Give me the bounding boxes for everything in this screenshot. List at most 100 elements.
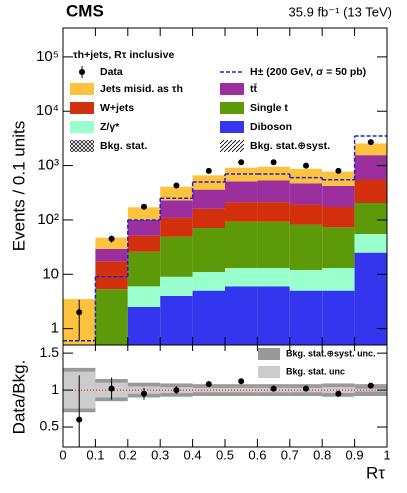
y-tick-label: 1 (51, 381, 59, 397)
data-point (367, 139, 374, 146)
ratio-point (303, 385, 309, 392)
legend-label: W+jets (100, 102, 134, 114)
legend-label: Bkg. stat. (100, 140, 147, 152)
legend-label: Bkg. stat.⊕syst. unc. (286, 348, 376, 358)
data-point (270, 159, 277, 166)
legend-label: Z/γ* (100, 121, 120, 133)
y-tick-label: 0.5 (40, 418, 60, 434)
legend-swatch (258, 366, 280, 378)
legend-label: Bkg. stat.⊕syst. (250, 140, 330, 152)
stack-segment (127, 219, 161, 236)
uncertainty-band (225, 387, 258, 393)
ratio-point (205, 381, 212, 388)
legend-label: Bkg. stat. unc (286, 366, 345, 376)
ratio-point (173, 387, 180, 394)
stack-segment (160, 295, 193, 345)
stack-segment (257, 221, 290, 269)
stack-segment (127, 235, 161, 252)
x-tick-label: 0.3 (151, 447, 169, 462)
stack-segment (95, 261, 128, 290)
stack-segment (225, 181, 258, 203)
y-tick-label: 1 (51, 320, 59, 337)
stack-segment (192, 272, 225, 291)
stack-segment (354, 143, 387, 156)
legend-swatch (220, 102, 244, 114)
stack-segment (257, 180, 290, 203)
ratio-point (367, 382, 374, 389)
stack-segment (225, 221, 258, 269)
stack-segment (354, 252, 387, 345)
legend-label: Data (100, 66, 123, 78)
stack-segment (160, 236, 193, 277)
legend-swatch (70, 140, 94, 152)
stack-segment (160, 276, 193, 296)
stack-segment (257, 202, 290, 222)
y-tick-label: 10³ (37, 157, 59, 174)
luminosity: 35.9 fb⁻¹ (13 TeV) (289, 4, 392, 19)
data-point (303, 162, 309, 169)
stack-segment (225, 286, 258, 345)
legend-swatch (70, 121, 94, 133)
stack-segment (289, 204, 323, 225)
stack-segment (160, 186, 193, 201)
stack-segment (257, 268, 290, 287)
legend-label: H± (200 GeV, σ = 50 pb) (250, 66, 366, 78)
stack-segment (322, 268, 355, 291)
ratio-point (270, 385, 277, 392)
data-point (205, 167, 212, 174)
stack-segment (225, 202, 258, 222)
stack-segment (192, 175, 225, 190)
stack-segment (289, 183, 323, 205)
legend-swatch (70, 83, 94, 95)
x-tick-label: 0.2 (119, 447, 137, 462)
stack-segment (160, 200, 193, 218)
y-tick-label: 10⁵ (36, 48, 59, 65)
uncertainty-band (322, 387, 355, 394)
annotation: τh+jets, Rτ inclusive (73, 49, 174, 61)
data-point (238, 159, 245, 166)
stack-segment (322, 206, 355, 228)
stack-segment (289, 224, 323, 270)
legend-label: Diboson (250, 121, 292, 133)
ratio-point (335, 390, 342, 397)
data-point (141, 203, 147, 210)
x-tick-label: 0 (59, 447, 66, 462)
uncertainty-band (192, 387, 225, 393)
stack-segment (192, 189, 225, 209)
stack-segment (160, 217, 193, 237)
stack-segment (322, 171, 355, 186)
stack-segment (322, 227, 355, 269)
x-tick-label: 0.4 (184, 447, 202, 462)
data-point (173, 182, 180, 189)
stack-segment (354, 202, 387, 235)
legend-marker (79, 69, 85, 75)
legend-label: tt̄ (250, 83, 257, 95)
legend-swatch (258, 348, 280, 360)
legend-swatch (220, 140, 244, 152)
y-axis-label: Events / 0.1 units (9, 121, 28, 251)
ratio-point (141, 390, 147, 397)
x-tick-label: 0.6 (248, 447, 266, 462)
x-tick-label: 0.1 (86, 447, 104, 462)
x-tick-label: 0.5 (216, 447, 234, 462)
y-tick-label: 10 (42, 265, 59, 282)
x-tick-label: 0.8 (313, 447, 331, 462)
stack-segment (192, 208, 225, 229)
stack-segment (225, 268, 258, 287)
ratio-point (108, 385, 115, 392)
stack-segment (127, 251, 161, 287)
stack-segment (127, 307, 161, 345)
stack-segment (95, 237, 128, 249)
legend-swatch (220, 121, 244, 133)
y-tick-label: 10⁴ (36, 102, 59, 119)
stack-segment (354, 234, 387, 253)
data-point (108, 235, 115, 242)
stack-segment (289, 168, 323, 184)
x-axis-label: Rτ (366, 463, 385, 482)
stack-segment (127, 207, 161, 220)
stack-segment (257, 166, 290, 181)
legend-swatch (220, 83, 244, 95)
stack-segment (95, 289, 128, 345)
legend-label: Single t (250, 102, 288, 114)
